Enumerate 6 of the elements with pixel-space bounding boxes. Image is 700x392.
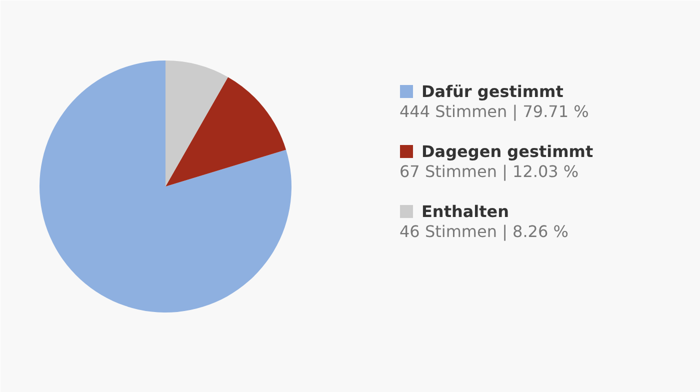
legend-label: Dagegen gestimmt [422, 142, 594, 161]
data-label: 46 Stimmen | 8.26 % [400, 222, 568, 241]
legend-label: Enthalten [422, 202, 510, 221]
data-label: 444 Stimmen | 79.71 % [400, 102, 589, 121]
data-label: 67 Stimmen | 12.03 % [400, 162, 579, 181]
legend-label: Dafür gestimmt [422, 82, 564, 101]
